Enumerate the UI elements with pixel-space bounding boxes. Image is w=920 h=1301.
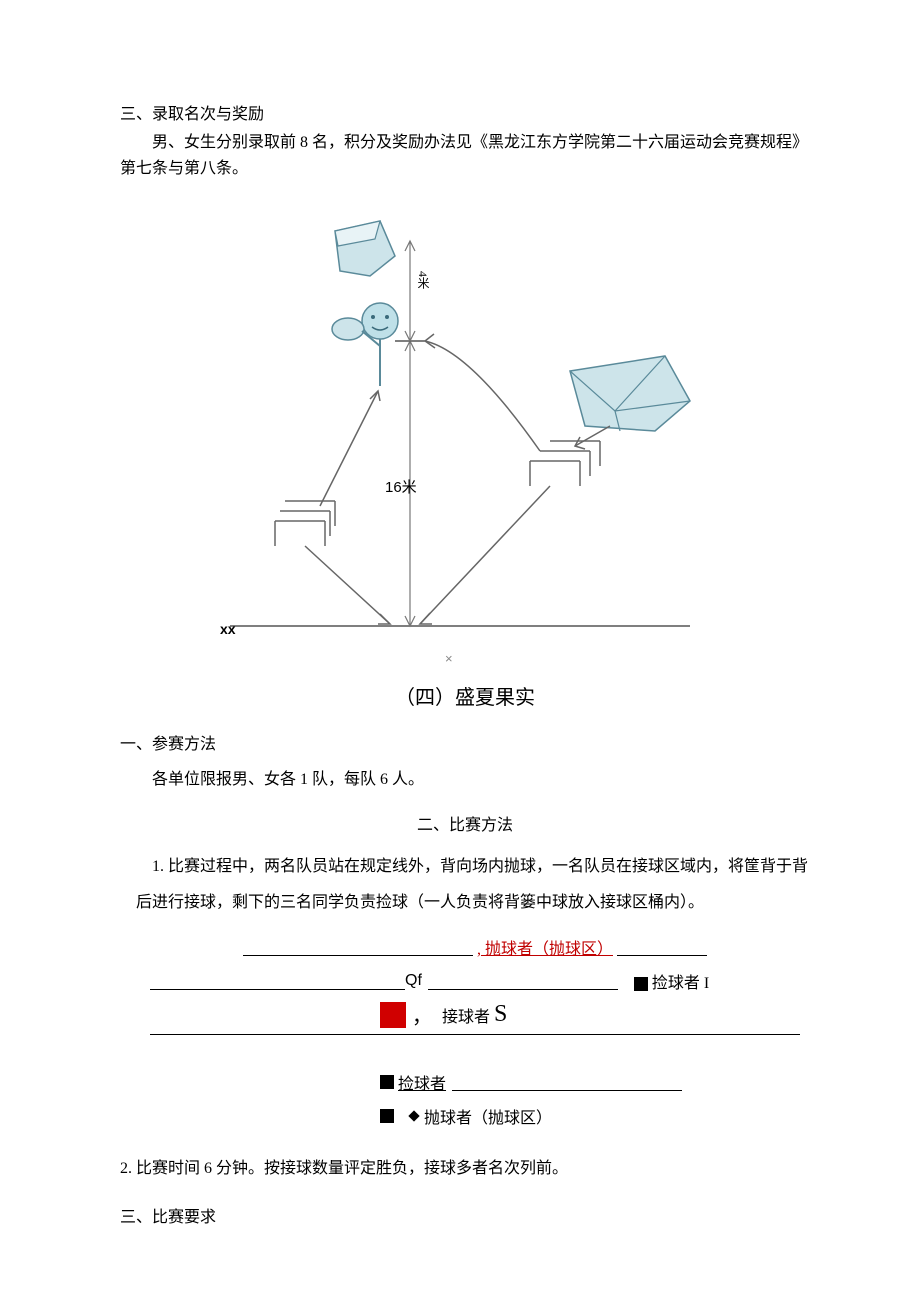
section-2b-para1: 1. 比赛过程中，两名队员站在规定线外，背向场内抛球，一名队员在接球区域内，将筐… [136, 849, 810, 919]
red-square-icon [380, 1002, 406, 1028]
qf-label: Qf [405, 972, 422, 990]
black-square-icon-3 [380, 1109, 394, 1123]
section-1b-body: 各单位限报男、女各 1 队，每队 6 人。 [152, 762, 810, 797]
section-3-heading: 三、录取名次与奖励 [120, 100, 810, 124]
bucket-icon [335, 221, 395, 276]
section-3-body: 男、女生分别录取前 8 名，积分及奖励办法见《黑龙江东方学院第二十六届运动会竞赛… [120, 130, 810, 181]
right-chairs-icon [530, 441, 600, 486]
black-square-icon [634, 977, 648, 991]
section-2b-para2: 2. 比赛时间 6 分钟。按接球数量评定胜负，接球多者名次列前。 [120, 1153, 810, 1185]
comma-label: ， [412, 1000, 432, 1029]
person-icon [332, 303, 398, 386]
black-square-icon-2 [380, 1075, 394, 1089]
field-layout-diagram: , 抛球者（抛球区） Qf 捡球者 I ， 接球者 S 捡球者 抛球者（抛球区） [150, 930, 800, 1133]
receiver-label: 接球者 [442, 1003, 490, 1027]
s-label: S [494, 1001, 507, 1028]
section-3b-heading: 三、比赛要求 [120, 1203, 810, 1227]
section-1b-heading: 一、参赛方法 [120, 730, 810, 754]
diamond-icon [408, 1110, 419, 1121]
throw-diagram: xx × 16米 4米 [220, 201, 700, 671]
picker-bottom-label: 捡球者 [398, 1070, 446, 1094]
box-icon [570, 356, 690, 431]
label-x: × [445, 651, 453, 666]
label-xx: xx [220, 621, 236, 637]
left-chairs-icon [275, 501, 335, 546]
divider-line [150, 1034, 800, 1035]
picker1-label: 捡球者 I [652, 975, 709, 992]
title-section-4: （四）盛夏果实 [120, 681, 810, 710]
section-2b-heading: 二、比赛方法 [120, 811, 810, 835]
thrower-bottom-label: 抛球者（抛球区） [424, 1104, 552, 1128]
label-16m: 16米 [385, 476, 417, 497]
label-4m: 4米 [415, 271, 432, 289]
thrower-top-label: , 抛球者（抛球区） [477, 935, 613, 959]
